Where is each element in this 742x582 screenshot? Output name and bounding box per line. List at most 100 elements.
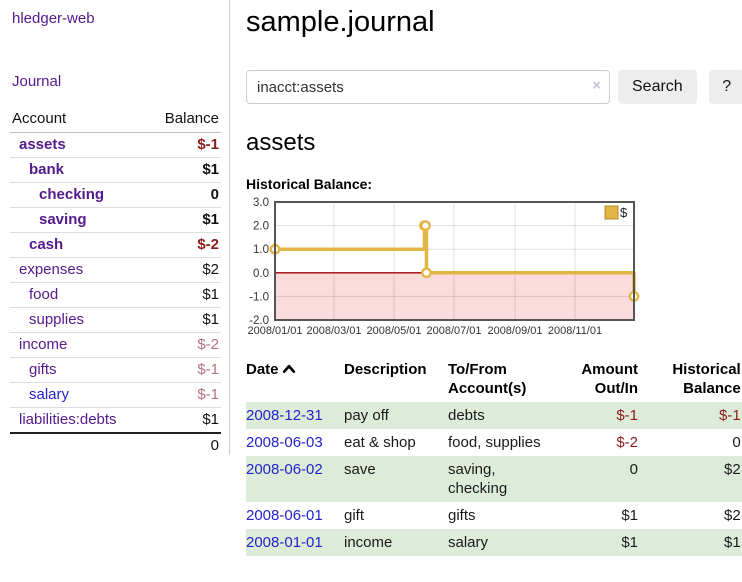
- account-link-food[interactable]: food: [29, 286, 59, 303]
- sort-ascending-icon: [282, 364, 295, 373]
- account-link-expenses[interactable]: expenses: [19, 261, 84, 278]
- account-row: income $-2: [10, 332, 221, 358]
- account-balance: 0: [147, 182, 221, 208]
- account-balance: $-2: [147, 332, 221, 358]
- register-date-link[interactable]: 2008-06-01: [246, 507, 323, 524]
- register-table: Date Description To/From Account(s) Amou…: [246, 358, 742, 556]
- register-header-account: To/From Account(s): [448, 361, 527, 397]
- accounts-header-account: Account: [10, 107, 148, 133]
- account-link-liabilities-debts[interactable]: liabilities:debts: [19, 411, 117, 428]
- account-row: salary $-1: [10, 382, 221, 408]
- register-accounts: food, supplies: [448, 434, 541, 451]
- account-link-supplies[interactable]: supplies: [29, 311, 85, 328]
- svg-text:-2.0: -2.0: [249, 315, 269, 327]
- svg-text:2008/11/01: 2008/11/01: [548, 325, 602, 337]
- svg-text:0.0: 0.0: [253, 268, 269, 280]
- account-link-assets[interactable]: assets: [19, 136, 66, 153]
- register-date-link[interactable]: 2008-06-03: [246, 434, 323, 451]
- register-description: gift: [344, 507, 365, 524]
- search-button[interactable]: Search: [618, 70, 697, 104]
- svg-text:1.0: 1.0: [253, 244, 269, 256]
- account-link-salary[interactable]: salary: [29, 386, 70, 403]
- account-balance: $1: [147, 157, 221, 183]
- page: hledger-web Journal Account Balance asse…: [0, 0, 742, 556]
- register-accounts: debts: [448, 407, 485, 424]
- account-row: gifts $-1: [10, 357, 221, 383]
- account-row: food $1: [10, 282, 221, 308]
- svg-text:$: $: [620, 205, 628, 220]
- sidebar-item-journal[interactable]: Journal: [12, 73, 62, 90]
- account-heading: assets: [246, 129, 316, 156]
- svg-text:2008/05/01: 2008/05/01: [366, 325, 421, 337]
- svg-text:2008/09/01: 2008/09/01: [487, 325, 542, 337]
- accounts-header-row: Account Balance: [10, 107, 221, 133]
- register-amount: $-1: [616, 407, 638, 424]
- register-header-amount: Amount Out/In: [581, 361, 638, 397]
- svg-text:2.0: 2.0: [253, 221, 269, 233]
- search-input-wrap: ×: [246, 70, 610, 104]
- svg-text:2008/07/01: 2008/07/01: [426, 325, 481, 337]
- accounts-total-value: 0: [147, 432, 221, 458]
- account-link-bank[interactable]: bank: [29, 161, 65, 178]
- register-description: save: [344, 461, 376, 478]
- account-balance: $1: [147, 207, 221, 233]
- register-header-date[interactable]: Date: [246, 358, 344, 402]
- account-balance: $-1: [147, 357, 221, 383]
- accounts-total-row: 0: [10, 432, 221, 458]
- accounts-table: Account Balance assets $-1 bank $1 checking 0…: [10, 107, 221, 458]
- accounts-header-balance: Balance: [147, 107, 221, 133]
- account-link-income[interactable]: income: [19, 336, 68, 353]
- register-amount: 0: [629, 461, 638, 478]
- register-date-link[interactable]: 2008-06-02: [246, 461, 323, 478]
- register-accounts: gifts: [448, 507, 476, 524]
- sidebar: hledger-web Journal Account Balance asse…: [0, 0, 230, 458]
- register-header-description: Description: [344, 361, 427, 378]
- page-title: sample.journal: [246, 6, 435, 38]
- search-input[interactable]: [246, 70, 610, 104]
- register-header-date-label[interactable]: Date: [246, 361, 279, 378]
- account-row: supplies $1: [10, 307, 221, 333]
- accounts-total-spacer: [10, 432, 148, 458]
- register-balance: $2: [724, 507, 741, 524]
- account-link-saving[interactable]: saving: [39, 211, 87, 228]
- account-row: saving $1: [10, 207, 221, 233]
- clear-search-icon[interactable]: ×: [592, 77, 601, 94]
- svg-text:2008/01/01: 2008/01/01: [247, 325, 302, 337]
- svg-text:3.0: 3.0: [253, 197, 269, 209]
- help-button[interactable]: ?: [708, 70, 742, 104]
- register-date-link[interactable]: 2008-01-01: [246, 534, 323, 551]
- account-row: bank $1: [10, 157, 221, 183]
- register-amount: $1: [621, 534, 638, 551]
- account-link-checking[interactable]: checking: [39, 186, 105, 203]
- register-row: 2008-06-02 save saving, checking 0 $2: [246, 456, 742, 502]
- account-balance: $1: [147, 407, 221, 433]
- account-row: expenses $2: [10, 257, 221, 283]
- app-title-link[interactable]: hledger-web: [12, 10, 95, 27]
- register-description: pay off: [344, 407, 389, 424]
- register-amount: $-2: [616, 434, 638, 451]
- svg-text:2008/03/01: 2008/03/01: [306, 325, 361, 337]
- svg-text:-1.0: -1.0: [249, 291, 269, 303]
- register-accounts: salary: [448, 534, 489, 551]
- account-row: assets $-1: [10, 133, 221, 158]
- register-row: 2008-12-31 pay off debts $-1 $-1: [246, 402, 742, 429]
- register-row: 2008-06-03 eat & shop food, supplies $-2 0: [246, 429, 742, 456]
- register-header-balance: Historical Balance: [672, 361, 741, 397]
- register-balance: $1: [724, 534, 741, 551]
- account-balance: $-1: [197, 136, 219, 153]
- register-date-link[interactable]: 2008-12-31: [246, 407, 323, 424]
- register-accounts: saving, checking: [448, 461, 508, 497]
- main-content: sample.journal × Search ? assets Histori…: [230, 0, 742, 556]
- register-balance: 0: [732, 434, 741, 451]
- account-row: liabilities:debts $1: [10, 407, 221, 433]
- register-balance: $-1: [719, 407, 741, 424]
- register-description: eat & shop: [344, 434, 416, 451]
- account-link-gifts[interactable]: gifts: [29, 361, 57, 378]
- register-row: 2008-06-01 gift gifts $1 $2: [246, 502, 742, 529]
- account-link-cash[interactable]: cash: [29, 236, 64, 253]
- account-balance: $1: [147, 282, 221, 308]
- account-balance: $-2: [147, 232, 221, 258]
- account-row: cash $-2: [10, 232, 221, 258]
- search-bar: × Search ?: [246, 70, 742, 104]
- chart-title: Historical Balance:: [246, 176, 373, 192]
